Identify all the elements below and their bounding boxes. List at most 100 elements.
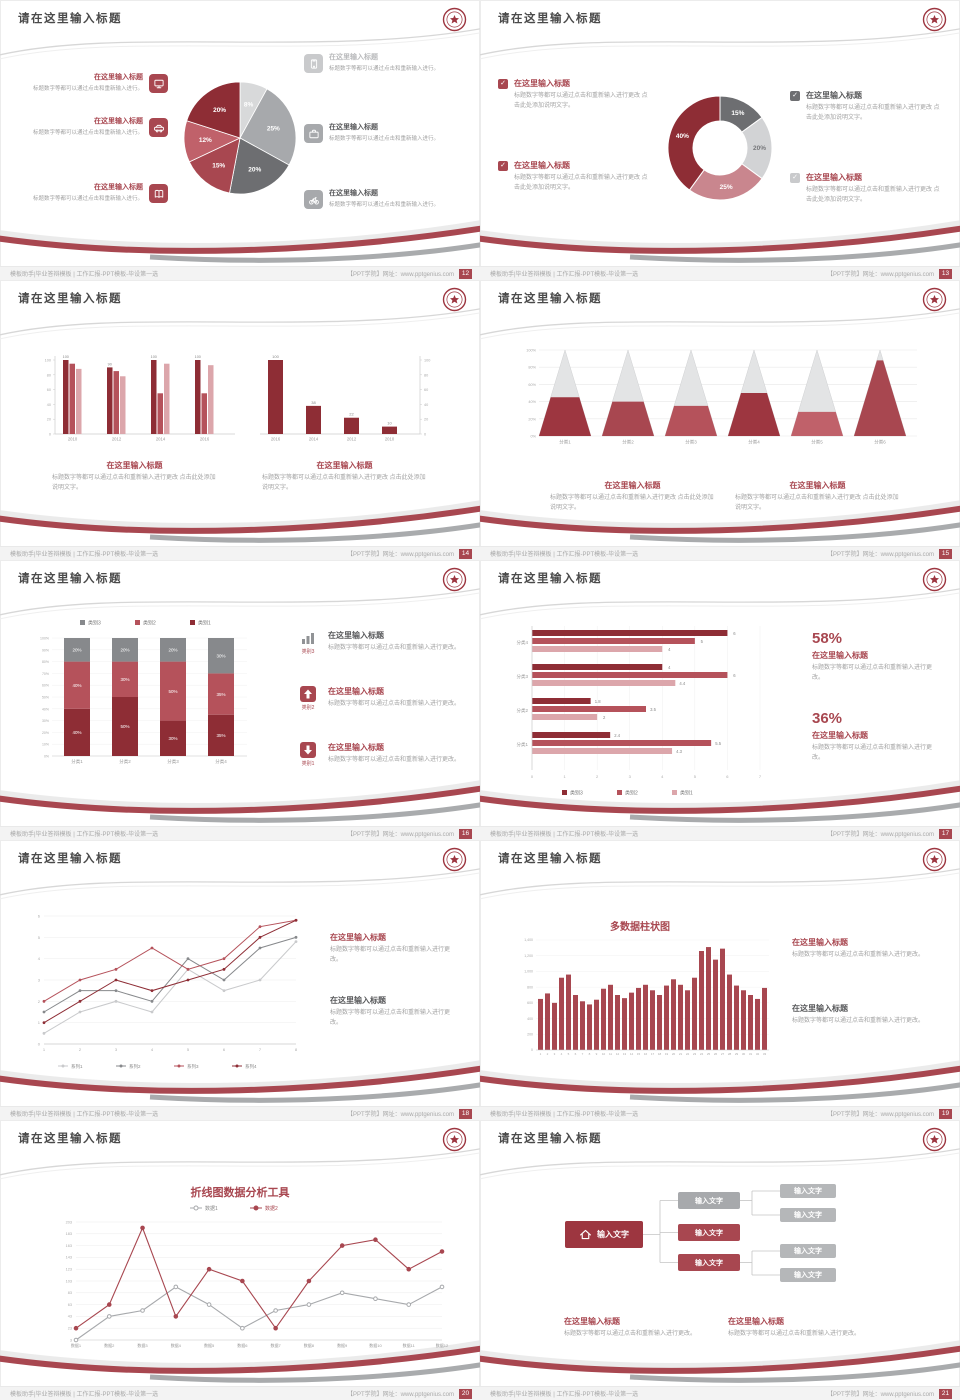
svg-text:17: 17 (651, 1052, 655, 1056)
svg-text:分类5: 分类5 (811, 439, 823, 446)
caption-block: 在这里输入标题 标题数字等都可以通过点击和重新输入进行更改。 (564, 1316, 716, 1340)
svg-text:3.5: 3.5 (650, 707, 656, 712)
row-title: 在这里输入标题 (328, 631, 384, 640)
svg-text:2014: 2014 (156, 437, 166, 442)
footer-right-text: 【PPT学院】网址：www.pptgenius.com (346, 1392, 454, 1398)
svg-text:1: 1 (540, 1052, 542, 1056)
caption-block: 在这里输入标题 标题数字等都可以通过点击和重新输入进行更改 点击此处添加说明文字… (550, 480, 715, 514)
caption-title: 在这里输入标题 (728, 1317, 784, 1326)
svg-text:13: 13 (623, 1052, 627, 1056)
svg-text:分类3: 分类3 (167, 758, 179, 765)
svg-text:200: 200 (527, 1032, 533, 1036)
svg-text:类别1: 类别1 (198, 620, 211, 627)
svg-text:数据4: 数据4 (171, 1342, 182, 1348)
page-number-badge: 21 (939, 1388, 952, 1399)
slide-footer: 模板助手|毕业答辩模板 | 工作汇报-PPT模板-毕设第一选 【PPT学院】网址… (0, 826, 480, 840)
svg-text:33: 33 (763, 1052, 767, 1056)
page-number-badge: 17 (939, 828, 952, 839)
stat-block: 36% 在这里输入标题 标题数字等都可以通过点击和重新输入进行更改。 (812, 710, 938, 764)
footer-left-text: 模板助手|毕业答辩模板 | 工作汇报-PPT模板-毕设第一选 (490, 1112, 639, 1118)
svg-text:数据11: 数据11 (403, 1342, 416, 1348)
university-logo-icon (922, 567, 947, 592)
svg-text:类别2: 类别2 (143, 620, 156, 627)
footer-right-text: 【PPT学院】网址：www.pptgenius.com (826, 832, 934, 838)
svg-text:38: 38 (311, 400, 316, 405)
stat-percentage: 58% (812, 630, 843, 647)
svg-text:3: 3 (629, 774, 632, 779)
slide-footer: 模板助手|毕业答辩模板 | 工作汇报-PPT模板-毕设第一选 【PPT学院】网址… (480, 826, 960, 840)
svg-text:22: 22 (686, 1052, 690, 1056)
svg-text:29: 29 (735, 1052, 739, 1056)
svg-text:4.3: 4.3 (676, 749, 682, 754)
item-text: 标题数字等都可以通过点击和重新输入进行更改 点击此处添加说明文字。 (514, 93, 648, 109)
item-text: 标题数字等都可以通过点击和重新输入进行。 (32, 130, 143, 136)
svg-text:40%: 40% (676, 133, 689, 140)
footer-left-text: 模板助手|毕业答辩模板 | 工作汇报-PPT模板-毕设第一选 (10, 832, 159, 838)
item-title: 在这里输入标题 (806, 173, 862, 182)
svg-text:分类4: 分类4 (516, 639, 528, 646)
svg-text:类别3: 类别3 (88, 620, 101, 627)
footer-left-text: 模板助手|毕业答辩模板 | 工作汇报-PPT模板-毕设第一选 (490, 832, 639, 838)
university-logo-icon (442, 567, 467, 592)
briefcase-icon (304, 124, 323, 143)
leaf-node: 输入文字 (780, 1208, 836, 1222)
svg-text:20: 20 (424, 418, 428, 422)
slide-footer: 模板助手|毕业答辩模板 | 工作汇报-PPT模板-毕设第一选 【PPT学院】网址… (0, 1106, 480, 1120)
svg-text:15: 15 (637, 1052, 641, 1056)
bicycle-icon (304, 190, 323, 209)
svg-text:40%: 40% (42, 707, 49, 711)
info-item: 在这里输入标题 标题数字等都可以通过点击和重新输入进行。 (304, 188, 466, 210)
info-item: ✓ 在这里输入标题 标题数字等都可以通过点击和重新输入进行更改 点击此处添加说明… (790, 90, 942, 124)
slide-heading: 请在这里输入标题 (498, 293, 602, 305)
svg-text:10%: 10% (42, 743, 49, 747)
svg-text:2: 2 (38, 999, 41, 1004)
svg-text:6: 6 (726, 774, 729, 779)
caption-text: 标题数字等都可以通过点击和重新输入进行更改 点击此处添加说明文字。 (735, 495, 899, 511)
slide-heading: 请在这里输入标题 (18, 853, 122, 865)
svg-text:2010: 2010 (68, 437, 78, 442)
svg-text:分类4: 分类4 (215, 758, 227, 765)
svg-text:60: 60 (424, 388, 428, 392)
svg-text:数据10: 数据10 (369, 1342, 382, 1348)
svg-text:7: 7 (582, 1052, 584, 1056)
svg-text:30%: 30% (120, 677, 129, 682)
svg-text:5: 5 (701, 639, 704, 644)
svg-text:系列1: 系列1 (71, 1063, 83, 1070)
svg-text:90: 90 (108, 362, 112, 366)
footer-left-text: 模板助手|毕业答辩模板 | 工作汇报-PPT模板-毕设第一选 (10, 1112, 159, 1118)
svg-text:1: 1 (38, 1020, 41, 1025)
svg-text:40%: 40% (528, 400, 536, 404)
item-text: 标题数字等都可以通过点击和重新输入进行更改 点击此处添加说明文字。 (806, 105, 940, 121)
svg-text:80: 80 (47, 373, 51, 377)
svg-text:3: 3 (115, 1047, 118, 1052)
svg-text:分类3: 分类3 (685, 439, 697, 446)
footer-left-text: 模板助手|毕业答辩模板 | 工作汇报-PPT模板-毕设第一选 (10, 1392, 159, 1398)
svg-text:0%: 0% (531, 435, 537, 439)
svg-text:数据8: 数据8 (304, 1342, 315, 1348)
row-text: 标题数字等都可以通过点击和重新输入进行更改。 (328, 645, 461, 651)
caption-title: 在这里输入标题 (106, 461, 163, 470)
svg-text:0%: 0% (44, 755, 49, 759)
caption-title: 在这里输入标题 (330, 933, 386, 942)
chart-title: 折线图数据分析工具 (190, 1187, 290, 1199)
caption-title: 在这里输入标题 (564, 1317, 620, 1326)
svg-text:100: 100 (195, 355, 201, 359)
item-text: 标题数字等都可以通过点击和重新输入进行。 (32, 86, 143, 92)
item-title: 在这里输入标题 (94, 118, 143, 125)
svg-text:800: 800 (527, 985, 533, 989)
svg-text:40: 40 (424, 403, 428, 407)
footer-right-text: 【PPT学院】网址：www.pptgenius.com (826, 1112, 934, 1118)
svg-text:4: 4 (38, 956, 41, 961)
svg-text:20%: 20% (753, 145, 766, 152)
slide-13-donut-chart: 请在这里输入标题 15% 20% 25% 40% ✓ 在这里输入标题 标题数字等都可以… (480, 0, 960, 280)
donut-chart: 15% 20% 25% 40% (667, 95, 773, 201)
svg-text:数据7: 数据7 (271, 1342, 282, 1348)
svg-text:分类6: 分类6 (874, 439, 886, 446)
branch-node: 输入文字 (678, 1224, 740, 1241)
svg-text:20: 20 (672, 1052, 676, 1056)
legend-item-row: 类别2 在这里输入标题 标题数字等都可以通过点击和重新输入进行更改。 (296, 686, 468, 711)
svg-text:163: 163 (66, 1244, 72, 1248)
svg-text:20%: 20% (120, 648, 129, 653)
icon-label: 类别3 (301, 649, 315, 655)
svg-text:3: 3 (38, 978, 41, 983)
